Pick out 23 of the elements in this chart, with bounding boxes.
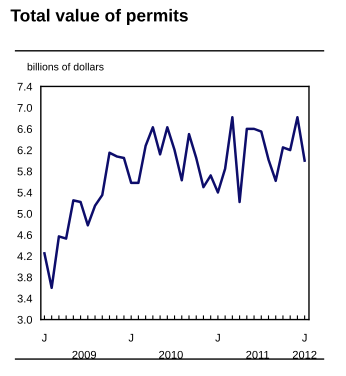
y-tick-label: 6.2 (18, 146, 32, 154)
y-axis-title: billions of dollars (28, 62, 104, 70)
x-tick-label: J (42, 334, 46, 342)
y-tick-label: 4.2 (17, 252, 32, 260)
y-tick-label: 5.4 (17, 188, 32, 197)
x-tick-label: J (128, 334, 134, 342)
text: 2010 (159, 350, 183, 359)
x-tick-label: J (215, 334, 220, 342)
y-tick-label: 5.8 (17, 168, 32, 176)
y-tick-label: 7.0 (18, 104, 32, 112)
y-tick-label: 5.0 (17, 210, 32, 218)
line-series (43, 116, 306, 290)
y-tick-label: 3.8 (17, 273, 32, 282)
text: 2011 (246, 350, 270, 359)
y-tick-label: 4.6 (17, 231, 32, 239)
text: 2012 (292, 350, 316, 359)
y-tick-label: 3.0 (17, 316, 32, 324)
chart-title: Total value of permits (10, 8, 188, 26)
y-tick-label: 7.4 (18, 82, 32, 91)
y-tick-label: 3.4 (17, 294, 32, 303)
x-tick-label: J (302, 334, 307, 342)
text: 2009 (72, 350, 96, 359)
y-tick-label: 6.6 (18, 125, 32, 133)
